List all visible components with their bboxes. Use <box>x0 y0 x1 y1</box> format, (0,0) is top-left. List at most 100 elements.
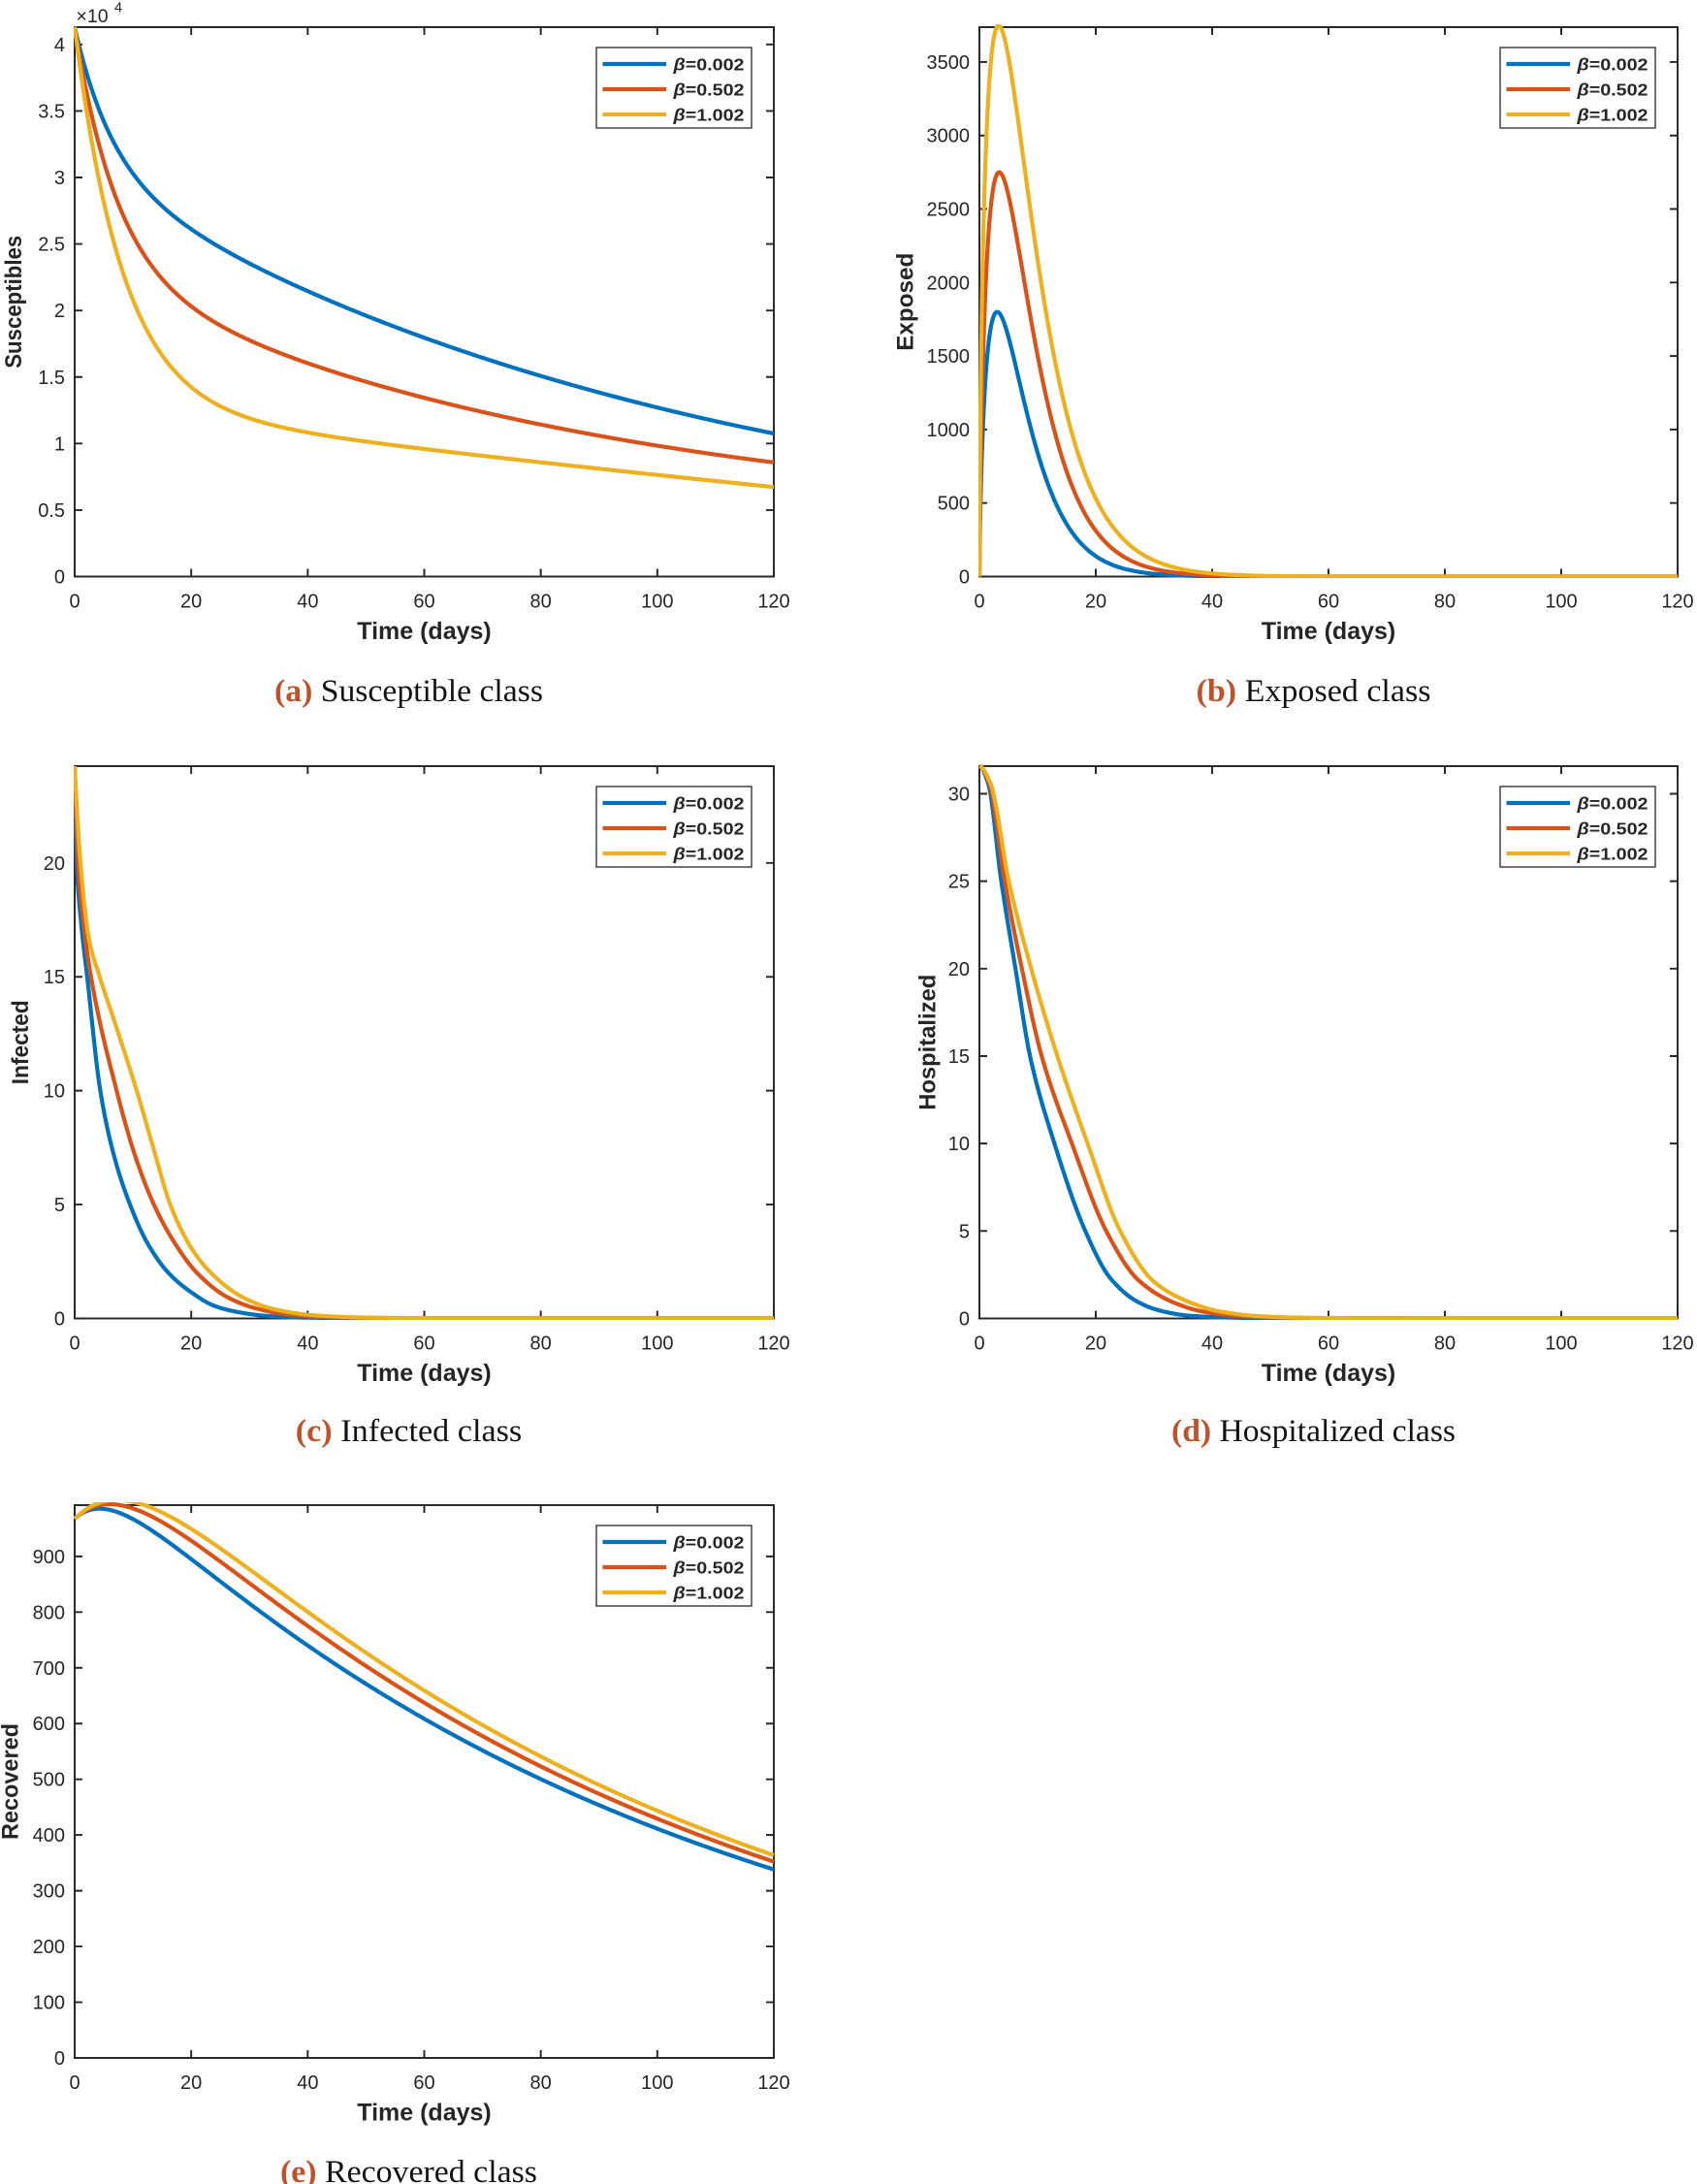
svg-text:20: 20 <box>1085 592 1106 613</box>
svg-text:(b) Exposed class: (b) Exposed class <box>1197 674 1431 709</box>
svg-text:5: 5 <box>959 1221 970 1242</box>
svg-text:β=0.002: β=0.002 <box>672 55 744 75</box>
svg-text:1000: 1000 <box>927 420 971 441</box>
svg-text:15: 15 <box>44 967 65 988</box>
svg-text:10: 10 <box>948 1134 970 1155</box>
svg-text:100: 100 <box>33 1993 65 2014</box>
svg-text:20: 20 <box>44 853 65 875</box>
svg-text:3000: 3000 <box>927 126 971 147</box>
svg-text:0.5: 0.5 <box>38 500 65 522</box>
svg-text:200: 200 <box>33 1937 65 1958</box>
svg-text:(c) Infected class: (c) Infected class <box>296 1414 523 1449</box>
svg-text:5: 5 <box>54 1195 65 1216</box>
svg-text:4: 4 <box>114 1 122 16</box>
svg-text:β=1.002: β=1.002 <box>1576 845 1648 864</box>
svg-text:Hospitalized: Hospitalized <box>915 975 942 1110</box>
svg-text:120: 120 <box>1661 592 1693 613</box>
svg-text:40: 40 <box>297 2072 318 2094</box>
svg-text:β=0.502: β=0.502 <box>672 1558 744 1578</box>
svg-text:3.5: 3.5 <box>38 101 65 122</box>
svg-text:800: 800 <box>33 1602 65 1623</box>
svg-text:20: 20 <box>1085 1333 1106 1355</box>
svg-text:β=0.502: β=0.502 <box>672 819 744 839</box>
svg-text:500: 500 <box>33 1770 65 1791</box>
svg-text:120: 120 <box>757 2072 789 2094</box>
svg-text:2500: 2500 <box>927 200 971 221</box>
svg-text:Time (days): Time (days) <box>1262 1360 1395 1387</box>
svg-text:20: 20 <box>180 2072 202 2094</box>
svg-text:900: 900 <box>33 1547 65 1568</box>
svg-text:3: 3 <box>54 168 65 189</box>
svg-text:400: 400 <box>33 1825 65 1847</box>
svg-text:700: 700 <box>33 1658 65 1680</box>
svg-text:40: 40 <box>1201 592 1223 613</box>
svg-text:Infected: Infected <box>8 1000 34 1084</box>
svg-text:Time (days): Time (days) <box>1262 618 1395 645</box>
svg-text:(d) Hospitalized class: (d) Hospitalized class <box>1171 1414 1456 1449</box>
svg-text:120: 120 <box>757 1333 789 1355</box>
svg-text:β=1.002: β=1.002 <box>672 845 744 864</box>
svg-text:120: 120 <box>1661 1333 1693 1355</box>
svg-text:80: 80 <box>530 1333 552 1355</box>
svg-text:0: 0 <box>959 567 970 589</box>
svg-text:300: 300 <box>33 1881 65 1903</box>
svg-text:×10: ×10 <box>77 6 109 27</box>
svg-text:40: 40 <box>1201 1333 1223 1355</box>
svg-text:25: 25 <box>948 872 970 893</box>
svg-text:3500: 3500 <box>927 52 971 74</box>
svg-text:500: 500 <box>938 494 970 515</box>
svg-text:20: 20 <box>180 592 202 613</box>
svg-text:80: 80 <box>1434 592 1456 613</box>
svg-text:40: 40 <box>297 592 318 613</box>
svg-text:600: 600 <box>33 1714 65 1735</box>
svg-text:1.5: 1.5 <box>38 368 65 389</box>
svg-text:Time (days): Time (days) <box>357 618 491 645</box>
svg-text:β=0.002: β=0.002 <box>672 1533 744 1553</box>
svg-text:60: 60 <box>1318 1333 1339 1355</box>
svg-text:4: 4 <box>54 35 65 56</box>
svg-text:2000: 2000 <box>927 273 971 294</box>
svg-text:0: 0 <box>974 1333 984 1355</box>
svg-text:100: 100 <box>641 592 673 613</box>
svg-text:Time (days): Time (days) <box>357 1360 491 1387</box>
svg-text:15: 15 <box>948 1046 970 1068</box>
svg-text:20: 20 <box>948 959 970 980</box>
svg-text:(a) Susceptible class: (a) Susceptible class <box>274 674 543 709</box>
svg-text:100: 100 <box>641 1333 673 1355</box>
svg-text:120: 120 <box>757 592 789 613</box>
svg-text:0: 0 <box>69 1333 80 1355</box>
svg-text:80: 80 <box>530 592 552 613</box>
svg-text:60: 60 <box>413 592 434 613</box>
svg-text:β=0.002: β=0.002 <box>1576 794 1648 814</box>
svg-text:β=1.002: β=1.002 <box>672 1584 744 1603</box>
svg-text:β=0.002: β=0.002 <box>672 794 744 814</box>
svg-text:60: 60 <box>1318 592 1339 613</box>
svg-text:0: 0 <box>54 567 65 589</box>
svg-text:(e) Recovered class: (e) Recovered class <box>280 2155 537 2184</box>
svg-text:80: 80 <box>1434 1333 1456 1355</box>
svg-text:0: 0 <box>959 1309 970 1331</box>
svg-text:20: 20 <box>180 1333 202 1355</box>
svg-text:40: 40 <box>297 1333 318 1355</box>
svg-text:10: 10 <box>44 1081 65 1103</box>
svg-text:Susceptibles: Susceptibles <box>1 236 27 369</box>
svg-text:30: 30 <box>948 784 970 805</box>
svg-text:0: 0 <box>54 1309 65 1331</box>
svg-text:Exposed: Exposed <box>893 253 919 351</box>
svg-text:0: 0 <box>974 592 984 613</box>
svg-text:β=0.502: β=0.502 <box>672 80 744 100</box>
svg-text:0: 0 <box>54 2048 65 2070</box>
svg-text:60: 60 <box>413 2072 434 2094</box>
svg-text:β=1.002: β=1.002 <box>1576 106 1648 125</box>
svg-text:0: 0 <box>69 592 80 613</box>
svg-text:100: 100 <box>1545 592 1577 613</box>
svg-text:1: 1 <box>54 434 65 455</box>
svg-text:β=0.002: β=0.002 <box>1576 55 1648 75</box>
svg-text:2.5: 2.5 <box>38 235 65 256</box>
svg-text:2: 2 <box>54 301 65 322</box>
svg-text:1500: 1500 <box>927 346 971 368</box>
svg-text:60: 60 <box>413 1333 434 1355</box>
svg-text:80: 80 <box>530 2072 552 2094</box>
svg-text:β=0.502: β=0.502 <box>1576 819 1648 839</box>
svg-text:β=1.002: β=1.002 <box>672 106 744 125</box>
